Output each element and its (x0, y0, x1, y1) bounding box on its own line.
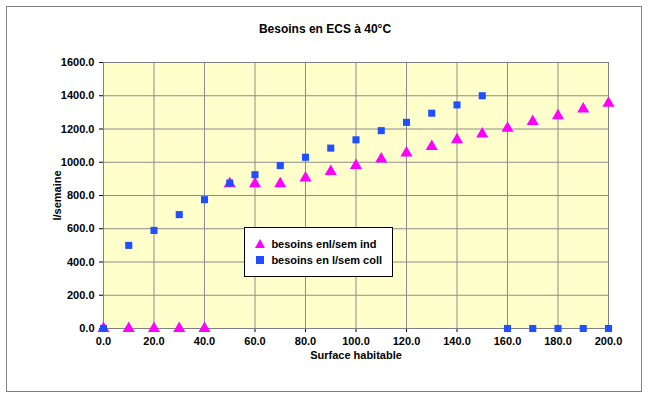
svg-text:20.0: 20.0 (143, 335, 164, 347)
svg-text:Surface habitable: Surface habitable (310, 349, 402, 361)
svg-text:800.0: 800.0 (67, 189, 95, 201)
svg-text:60.0: 60.0 (244, 335, 265, 347)
svg-text:40.0: 40.0 (194, 335, 215, 347)
html-text:besoins en l/sem coll: besoins en l/sem coll (271, 253, 382, 266)
svg-text:400.0: 400.0 (67, 256, 95, 268)
svg-text:200.0: 200.0 (595, 335, 623, 347)
svg-text:180.0: 180.0 (544, 335, 572, 347)
svg-text:120.0: 120.0 (393, 335, 421, 347)
html-text:besoins enl/sem ind: besoins enl/sem ind (271, 237, 377, 250)
svg-text:l/semaine: l/semaine (51, 170, 63, 220)
svg-text:80.0: 80.0 (295, 335, 316, 347)
svg-text:0.0: 0.0 (79, 322, 94, 334)
svg-text:200.0: 200.0 (67, 289, 95, 301)
svg-text:1400.0: 1400.0 (61, 89, 95, 101)
svg-text:160.0: 160.0 (494, 335, 522, 347)
svg-text:600.0: 600.0 (67, 222, 95, 234)
html-text:Besoins en ECS à 40°C: Besoins en ECS à 40°C (258, 22, 392, 36)
svg-text:140.0: 140.0 (443, 335, 471, 347)
svg-text:100.0: 100.0 (342, 335, 370, 347)
svg-text:0.0: 0.0 (96, 335, 111, 347)
svg-text:1200.0: 1200.0 (61, 123, 95, 135)
svg-text:1000.0: 1000.0 (61, 156, 95, 168)
svg-text:1600.0: 1600.0 (61, 56, 95, 68)
